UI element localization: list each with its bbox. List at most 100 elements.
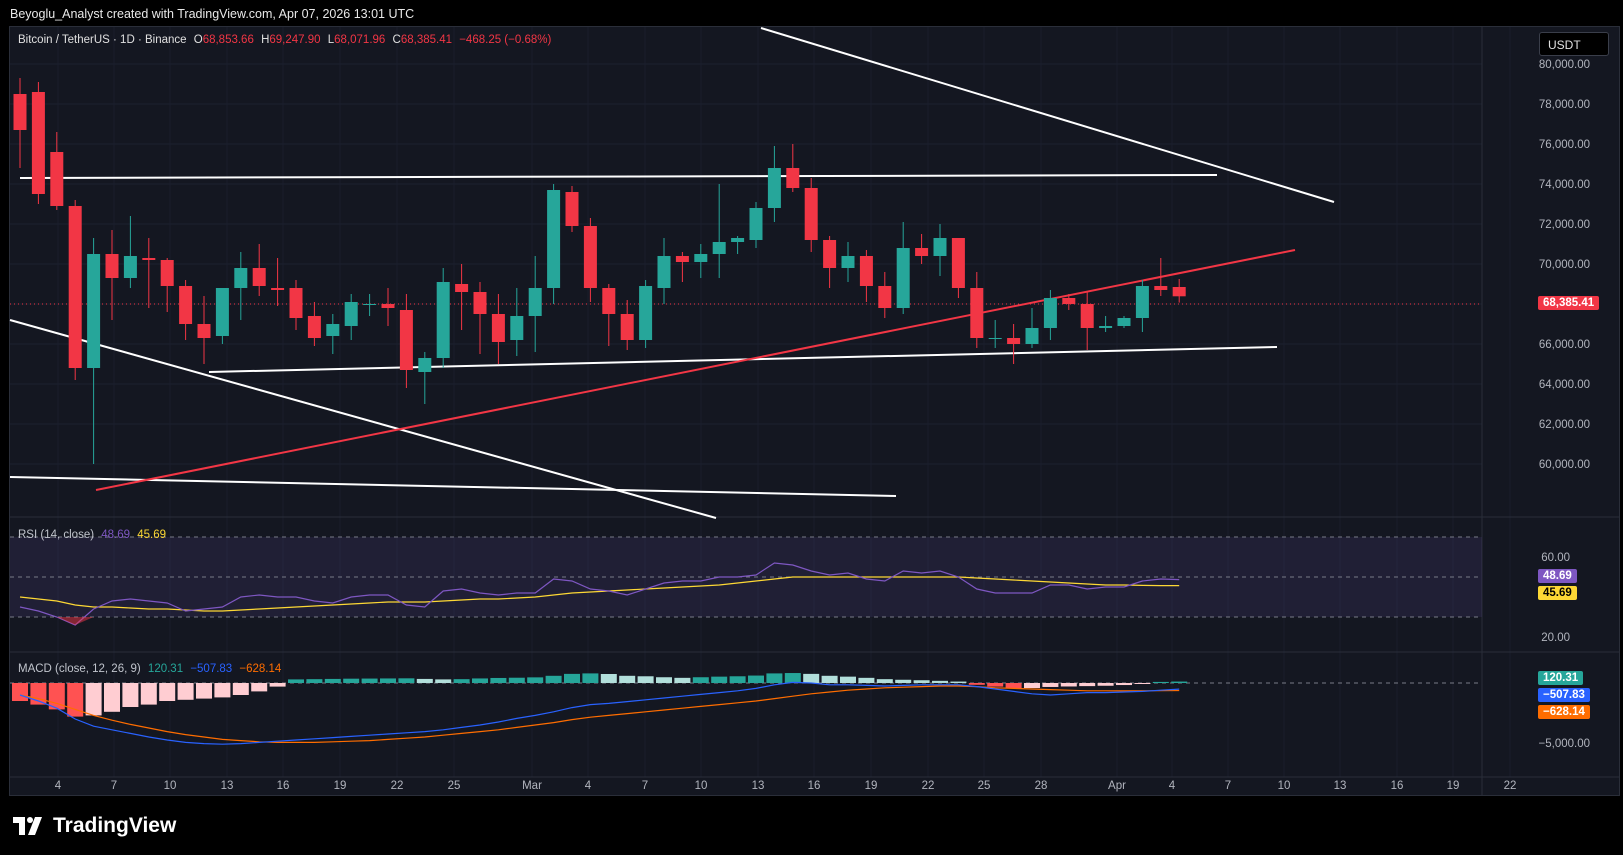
candle <box>13 78 27 168</box>
macd-histogram-bar <box>748 675 764 683</box>
candle <box>970 272 984 348</box>
macd-histogram-bar <box>527 677 544 683</box>
currency-button[interactable]: USDT <box>1539 32 1609 56</box>
watermark-text: Beyoglu_Analyst created with TradingView… <box>10 7 415 21</box>
price-tick-label: 64,000.00 <box>1539 379 1590 391</box>
candle <box>160 258 174 312</box>
candle-body <box>841 256 855 268</box>
price-tick-label: 74,000.00 <box>1539 179 1590 191</box>
macd-histogram-bar <box>729 676 746 683</box>
time-tick-label: 13 <box>221 780 234 792</box>
macd-histogram-bar <box>711 676 728 683</box>
candle <box>547 184 561 304</box>
macd-histogram-bar <box>545 675 562 683</box>
macd-histogram-bar <box>306 679 323 683</box>
candle <box>1117 316 1131 328</box>
candle <box>68 200 82 380</box>
price-tick-label: 78,000.00 <box>1539 99 1590 111</box>
time-tick-label: 4 <box>1169 780 1176 792</box>
rsi-ma-tag: 45.69 <box>1538 586 1577 600</box>
price-tick-label: 80,000.00 <box>1539 59 1590 71</box>
candle <box>215 288 229 344</box>
candle-body <box>1062 298 1076 304</box>
candle-body <box>786 168 800 188</box>
change-value: −468.25 (−0.68%) <box>459 34 552 46</box>
candle-body <box>896 248 910 308</box>
candle <box>179 280 193 340</box>
macd-line <box>19 681 1180 745</box>
macd-histogram-bar <box>85 683 102 716</box>
rsi-legend: RSI (14, close) 48.69 45.69 <box>18 529 170 541</box>
candle-body <box>933 238 947 256</box>
macd-histogram-bar <box>987 683 1004 687</box>
time-tick-label: 16 <box>808 780 821 792</box>
candle <box>87 238 101 464</box>
macd-histogram-bar <box>1152 681 1169 683</box>
macd-histogram-bar <box>104 683 120 712</box>
low-value: 68,071.96 <box>334 34 386 46</box>
macd-histogram-bar <box>472 678 488 683</box>
macd-histogram-bar <box>600 674 617 683</box>
tradingview-logo[interactable]: TradingView <box>11 814 176 838</box>
time-tick-label: 10 <box>164 780 177 792</box>
candle-body <box>804 188 818 240</box>
candle <box>1080 292 1094 350</box>
candle-body <box>1135 286 1149 318</box>
candle <box>620 300 634 350</box>
rsi-layer <box>10 536 1482 626</box>
candle <box>675 252 689 282</box>
candle-body <box>491 314 505 342</box>
macd-histogram-bar <box>343 678 360 683</box>
candle <box>473 282 487 354</box>
candle <box>1043 290 1057 340</box>
time-tick-label: 7 <box>111 780 117 792</box>
macd-histogram-bar <box>1116 683 1132 686</box>
rsi-tick-label: 20.00 <box>1541 632 1570 644</box>
price-tick-label: 70,000.00 <box>1539 259 1590 271</box>
candle <box>381 288 395 326</box>
time-tick-label: 19 <box>865 780 878 792</box>
close-label: C <box>392 34 401 46</box>
macd-histogram-bar <box>435 679 452 683</box>
trendline-bottom-support <box>9 476 897 497</box>
candle <box>399 294 413 388</box>
candle-body <box>31 92 45 194</box>
candle <box>1007 324 1021 364</box>
macd-histogram-bar <box>1134 683 1151 684</box>
macd-histogram-bar <box>784 673 801 683</box>
candle <box>841 242 855 282</box>
candle <box>749 202 763 248</box>
candle-body <box>1172 287 1186 297</box>
candle-body <box>326 324 340 336</box>
candle-body <box>1117 318 1131 326</box>
candle-body <box>583 226 597 288</box>
macd-histogram-bar <box>913 680 930 683</box>
macd-histogram-bar <box>858 677 875 683</box>
candle-body <box>1080 304 1094 328</box>
candle <box>1154 258 1168 296</box>
candles-layer <box>13 78 1186 464</box>
candle <box>31 82 45 204</box>
macd-histogram-bar <box>453 679 470 683</box>
candle <box>418 352 432 404</box>
macd-value: −507.83 <box>190 663 233 675</box>
price-tick-label: 76,000.00 <box>1539 139 1590 151</box>
candle <box>933 224 947 276</box>
macd-histogram-bar <box>692 677 709 683</box>
candle <box>731 236 745 254</box>
rsi-tick-label: 60.00 <box>1541 552 1570 564</box>
macd-histogram-bar <box>932 680 948 683</box>
candle-body <box>694 254 708 262</box>
candle-body <box>951 238 965 288</box>
time-tick-label: 4 <box>55 780 62 792</box>
high-label: H <box>261 34 270 46</box>
macd-histogram-bar <box>416 678 433 683</box>
candle-body <box>418 358 432 372</box>
candle-body <box>179 286 193 324</box>
candle-body <box>565 192 579 226</box>
candle-body <box>731 238 745 242</box>
candle-body <box>363 304 377 305</box>
candle <box>455 264 469 330</box>
macd-histogram-bar <box>251 683 268 692</box>
